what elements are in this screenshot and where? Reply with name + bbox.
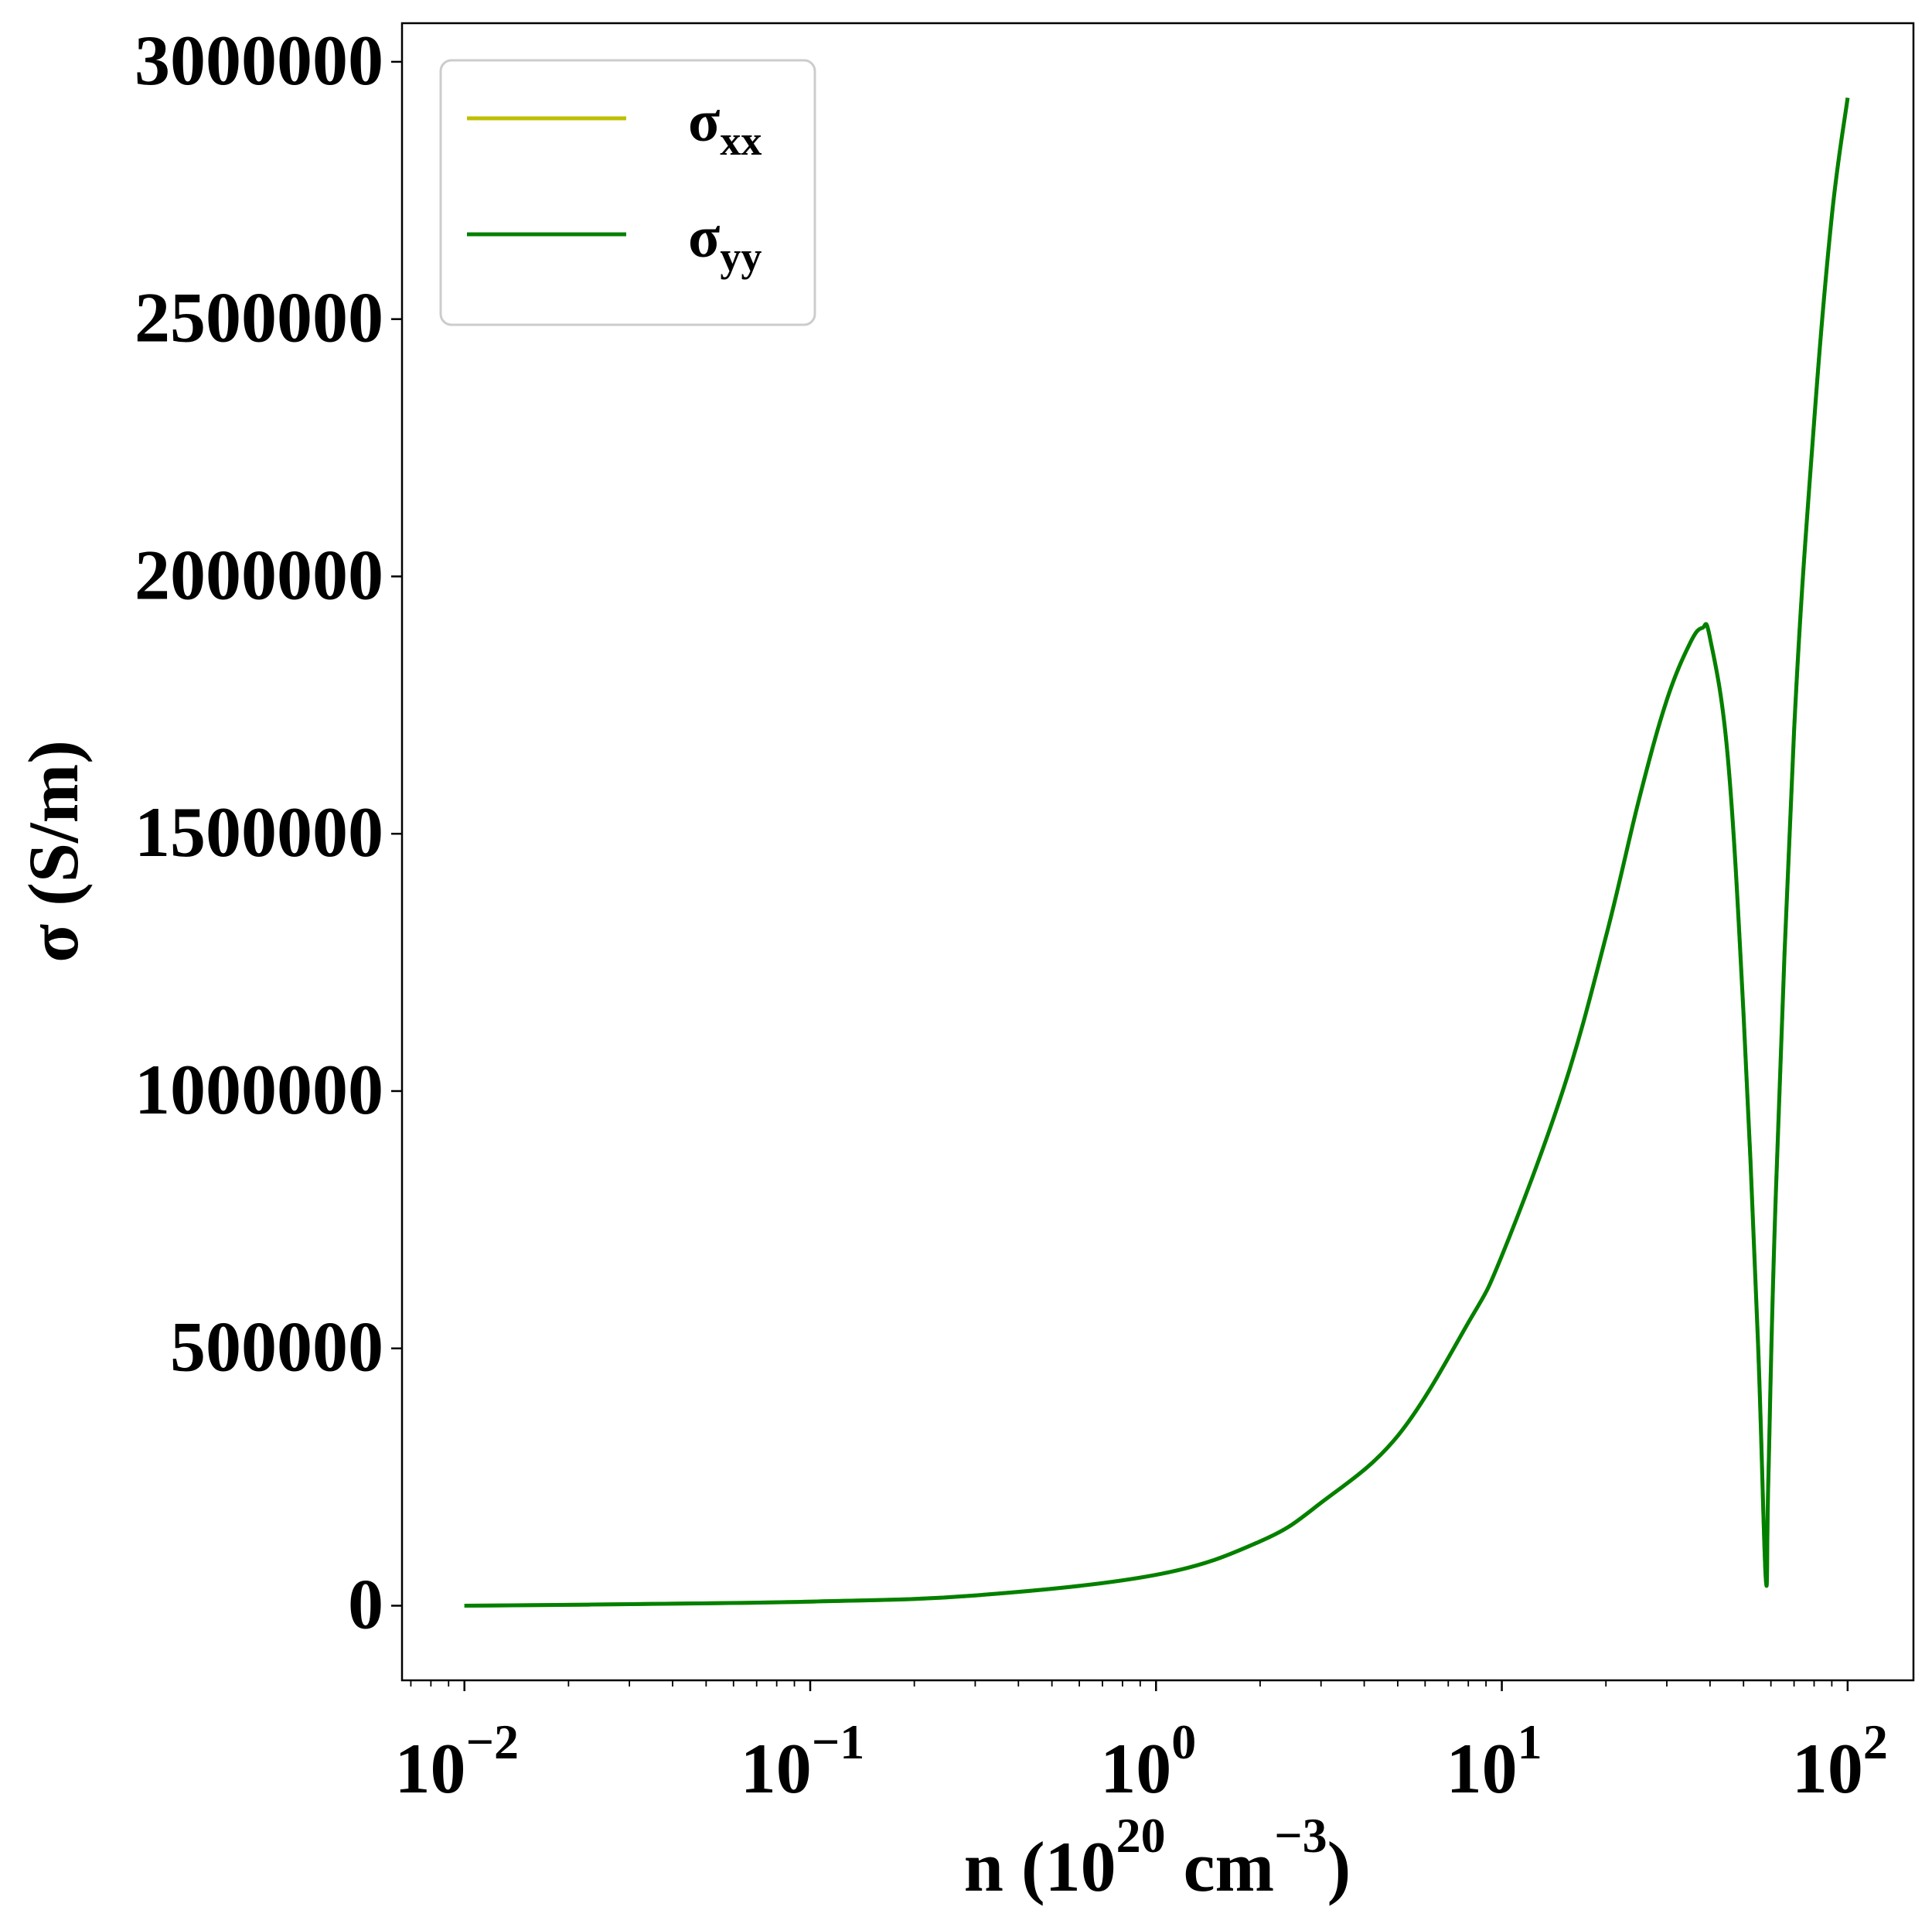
plot-frame xyxy=(400,22,1915,1682)
x-axis-ticks: 10−2 10−1 100 101 102 xyxy=(394,1680,1888,1808)
y-tick-label: 3000000 xyxy=(135,21,383,100)
y-tick-label: 2000000 xyxy=(135,535,383,614)
y-tick-label: 1500000 xyxy=(135,793,383,871)
x-tick-label: 101 xyxy=(1446,1714,1542,1808)
x-tick-label: 102 xyxy=(1792,1714,1888,1808)
y-tick-label: 2500000 xyxy=(135,278,383,357)
series-lines xyxy=(464,97,1850,1608)
x-axis-minor-ticks xyxy=(410,1680,1833,1687)
x-tick-label: 10−1 xyxy=(741,1714,864,1808)
x-axis-label: n (1020 cm−3) xyxy=(964,1808,1351,1906)
x-tick-label: 10−2 xyxy=(394,1714,518,1808)
legend: σxx σyy xyxy=(439,59,816,326)
y-tick-label: 1000000 xyxy=(135,1050,383,1129)
y-axis-label: σ (S/m) xyxy=(14,740,93,963)
y-tick-label: 0 xyxy=(348,1564,383,1643)
legend-box xyxy=(439,59,816,326)
y-tick-label: 500000 xyxy=(170,1308,383,1386)
legend-label-sigma-xx: σxx xyxy=(688,89,762,164)
legend-label-sigma-yy: σyy xyxy=(688,205,762,280)
y-axis-ticks: 0 500000 1000000 1500000 2000000 2500000 30000… xyxy=(135,21,402,1643)
series-line-sigma-yy xyxy=(464,97,1850,1608)
x-tick-label: 100 xyxy=(1100,1714,1196,1808)
